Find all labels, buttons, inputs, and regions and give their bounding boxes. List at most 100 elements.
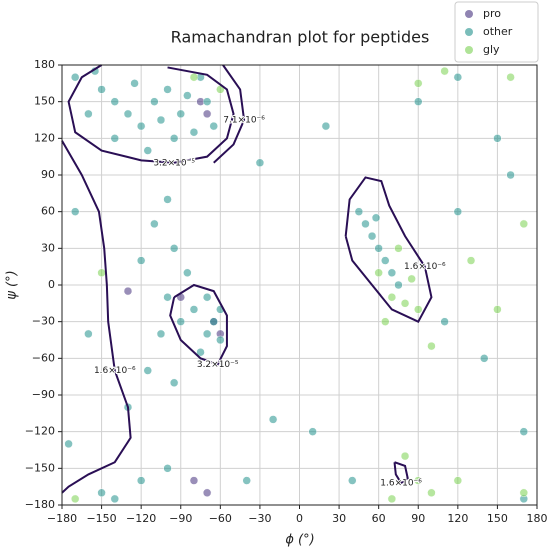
chart-title: Ramachandran plot for peptides <box>171 28 430 47</box>
y-tick-label: 90 <box>41 168 55 181</box>
point <box>427 341 436 351</box>
point <box>414 97 423 106</box>
y-tick-label: 120 <box>34 131 55 144</box>
point <box>255 158 265 168</box>
point <box>414 305 423 314</box>
point <box>70 207 80 216</box>
point <box>242 476 251 485</box>
x-tick-label: 180 <box>527 512 548 525</box>
point <box>361 219 370 229</box>
point <box>70 494 80 504</box>
x-tick-label: −120 <box>126 512 156 525</box>
contour-line <box>344 176 433 323</box>
point <box>143 146 153 155</box>
point <box>176 317 185 326</box>
point <box>400 451 410 461</box>
point <box>70 72 80 82</box>
point <box>519 219 529 229</box>
point <box>130 79 139 88</box>
contour-label: 3.2×10⁻⁵ <box>197 360 239 370</box>
point <box>367 231 377 241</box>
point <box>169 134 179 143</box>
point <box>189 305 199 314</box>
plot-frame <box>61 64 538 506</box>
point <box>371 213 381 223</box>
point <box>466 256 476 265</box>
y-tick-label: 30 <box>41 241 55 254</box>
y-tick-label: −180 <box>25 498 55 511</box>
point <box>136 121 146 131</box>
x-tick-label: 0 <box>296 512 303 525</box>
point <box>136 256 146 265</box>
contour-label: 7.1×10⁻⁶ <box>223 116 265 126</box>
x-tick-label: −150 <box>86 512 116 525</box>
point <box>189 127 199 137</box>
point <box>321 121 331 131</box>
y-tick-label: −120 <box>25 425 55 438</box>
legend-label: pro <box>483 7 501 20</box>
x-tick-label: −30 <box>248 512 271 525</box>
x-axis-label: ϕ (°) <box>285 533 314 548</box>
point <box>209 317 218 326</box>
legend-box <box>454 1 539 63</box>
point <box>183 268 192 278</box>
x-tick-label: −60 <box>209 512 232 525</box>
contour-label: 1.6×10⁻⁶ <box>94 366 136 376</box>
point <box>506 170 515 180</box>
y-tick-label: 180 <box>34 58 55 71</box>
legend-marker <box>465 46 473 54</box>
point <box>123 286 133 296</box>
point <box>348 476 357 485</box>
y-tick-label: −150 <box>25 461 55 474</box>
point <box>387 494 397 504</box>
point <box>381 256 390 265</box>
point <box>493 305 502 314</box>
point <box>440 317 449 326</box>
point <box>414 79 423 88</box>
point <box>202 109 212 119</box>
point <box>189 476 199 485</box>
x-tick-label: −90 <box>169 512 192 525</box>
point <box>97 268 106 278</box>
point <box>84 329 93 339</box>
legend-label: other <box>483 25 513 38</box>
point <box>150 219 159 229</box>
legend-marker <box>465 10 473 18</box>
point <box>479 354 489 363</box>
point <box>202 488 212 498</box>
contour-line <box>213 64 246 164</box>
x-tick-label: −180 <box>47 512 77 525</box>
point <box>110 494 120 504</box>
point <box>268 415 278 424</box>
point <box>110 97 120 106</box>
point <box>189 72 199 82</box>
point <box>156 329 166 339</box>
point <box>169 378 179 388</box>
y-tick-label: 150 <box>34 95 55 108</box>
point <box>440 66 449 76</box>
point <box>150 97 159 106</box>
contour-label: 3.2×10⁻⁵ <box>153 158 195 168</box>
point <box>64 439 73 449</box>
point <box>519 488 529 498</box>
point <box>97 85 106 94</box>
contour-line <box>61 140 132 494</box>
point <box>453 207 463 216</box>
point <box>202 292 212 302</box>
contour-label: 1.6×10⁻⁶ <box>380 479 422 489</box>
y-tick-label: −30 <box>32 315 55 328</box>
point <box>163 292 172 302</box>
point <box>163 85 172 94</box>
x-tick-label: 30 <box>332 512 346 525</box>
contour-line <box>393 461 409 485</box>
point <box>209 121 218 131</box>
point <box>374 268 383 278</box>
point <box>97 488 106 498</box>
point <box>394 244 403 253</box>
contour-line <box>169 283 228 366</box>
point <box>202 97 212 106</box>
point <box>308 427 317 436</box>
x-tick-label: 60 <box>372 512 386 525</box>
point <box>407 274 416 284</box>
x-tick-label: 90 <box>411 512 425 525</box>
